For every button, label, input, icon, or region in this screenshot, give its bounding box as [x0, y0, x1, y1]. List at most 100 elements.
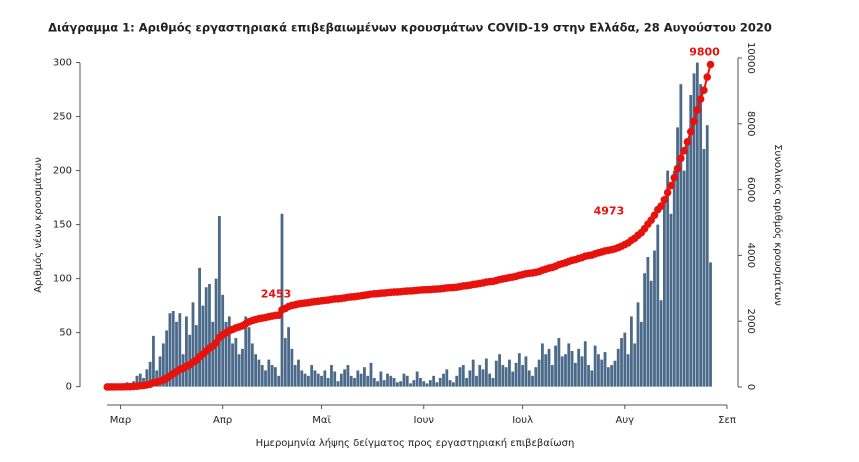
bar: [339, 373, 343, 387]
bar: [376, 381, 379, 387]
bar: [452, 382, 455, 387]
bar: [168, 313, 172, 387]
line-point: [683, 138, 692, 146]
bar: [699, 84, 703, 387]
bar: [191, 302, 195, 387]
bar: [346, 365, 350, 387]
y-tick-label: 50: [59, 328, 72, 339]
bar: [267, 359, 271, 387]
bar: [603, 352, 607, 387]
bar: [221, 294, 225, 387]
bar: [557, 338, 561, 387]
bar: [290, 348, 294, 387]
bar: [313, 370, 317, 387]
x-tick-label: Σεπ: [718, 415, 736, 426]
bar: [636, 302, 640, 387]
bar: [676, 127, 679, 387]
bar: [682, 170, 686, 387]
bar: [461, 365, 465, 387]
bar: [402, 373, 406, 387]
bar: [669, 213, 673, 387]
bar: [570, 350, 574, 387]
bar: [241, 348, 244, 387]
bar: [392, 377, 396, 387]
bar: [178, 313, 182, 387]
annotation: 9800: [689, 46, 720, 59]
bar: [527, 370, 531, 387]
bar: [600, 359, 604, 387]
bar: [630, 316, 633, 387]
bar: [649, 280, 653, 387]
bar: [399, 381, 403, 387]
bar: [633, 343, 637, 387]
bar: [293, 365, 297, 387]
x-axis-label: Ημερομηνία λήψης δείγματος προς εργαστηρ…: [256, 437, 575, 449]
bar: [653, 250, 656, 387]
bar: [356, 370, 360, 387]
bar: [171, 311, 175, 387]
bar: [175, 321, 178, 387]
bar: [280, 213, 284, 387]
bar: [639, 321, 643, 387]
line-point: [660, 195, 669, 204]
bar: [662, 202, 666, 387]
bar: [583, 341, 587, 387]
bar: [573, 362, 577, 387]
bar: [320, 375, 323, 387]
x-tick-label: Ιουλ: [512, 415, 533, 426]
bar: [494, 360, 498, 387]
bar: [336, 381, 340, 387]
bar: [237, 354, 241, 387]
bar: [580, 356, 584, 387]
bar: [208, 284, 211, 387]
bar: [554, 345, 557, 387]
bar: [303, 373, 307, 387]
bar: [185, 316, 188, 387]
annotation: 2453: [261, 287, 292, 300]
y-tick-label: 250: [53, 112, 72, 123]
bar: [138, 373, 142, 387]
bar: [534, 367, 538, 387]
y2-tick-label: 6000: [745, 177, 756, 202]
bar: [264, 370, 267, 387]
bar: [372, 377, 376, 387]
bar: [323, 370, 327, 387]
bar: [448, 380, 452, 387]
bar: [537, 359, 541, 387]
line-point: [663, 188, 672, 197]
bar: [353, 377, 356, 387]
bar: [643, 273, 646, 387]
bar: [577, 348, 581, 387]
bar: [250, 343, 254, 387]
bar: [300, 370, 304, 387]
bar: [409, 383, 412, 387]
bar: [204, 287, 208, 387]
bar: [550, 365, 554, 387]
bar: [227, 316, 231, 387]
bar: [488, 373, 492, 387]
bar: [224, 321, 228, 387]
bar: [379, 371, 383, 387]
annotation: 4973: [594, 204, 625, 217]
y2-tick-label: 10000: [745, 42, 756, 74]
bar: [702, 148, 706, 387]
bar: [501, 365, 505, 387]
line-point: [657, 202, 665, 210]
x-tick-label: Αυγ: [616, 415, 635, 426]
line-point: [696, 95, 705, 103]
bar: [623, 332, 627, 387]
bar: [471, 359, 475, 387]
bar: [389, 375, 393, 387]
bar: [297, 359, 300, 387]
bar: [274, 367, 277, 387]
bar: [382, 380, 386, 387]
bar: [646, 257, 650, 387]
bar: [672, 170, 676, 387]
x-tick-label: Μαϊ: [312, 415, 331, 426]
bar: [458, 367, 462, 387]
bar: [610, 365, 614, 387]
line-point: [706, 60, 715, 69]
bar: [158, 356, 162, 387]
bar: [211, 321, 215, 387]
bar: [422, 381, 426, 387]
